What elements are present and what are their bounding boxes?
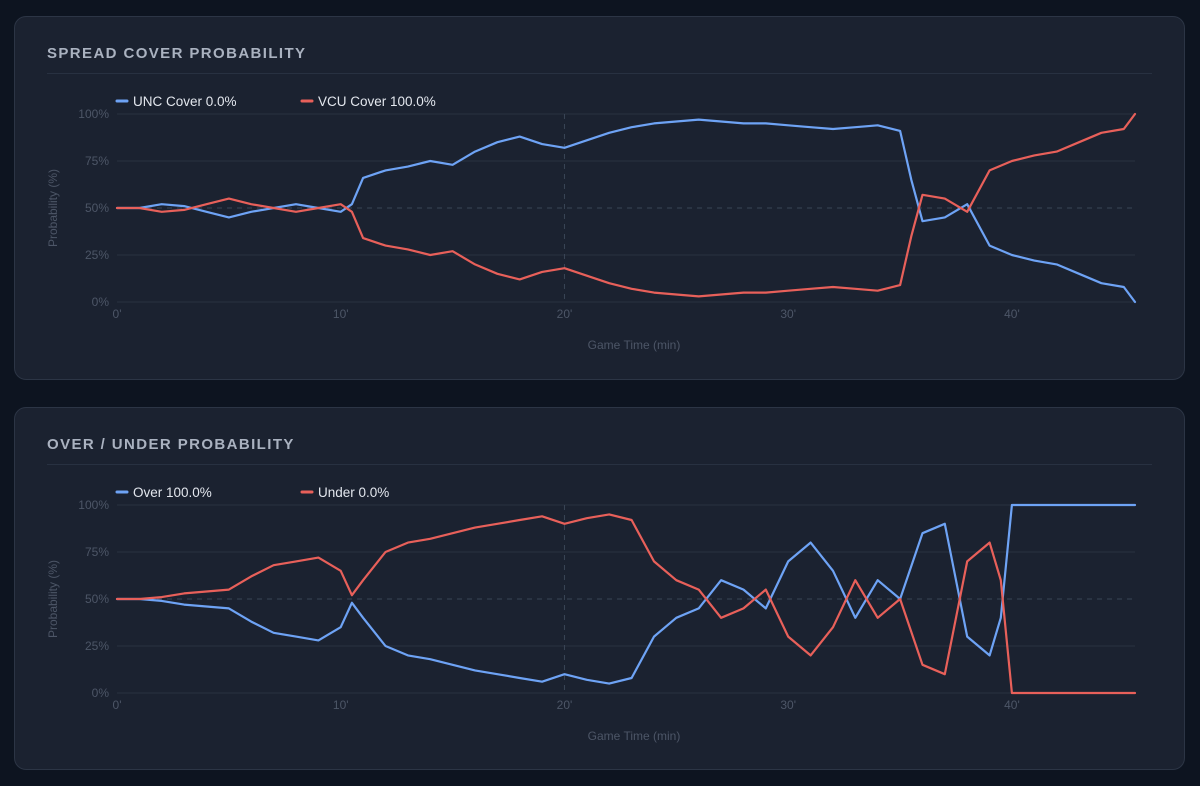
x-tick-label: 10' — [333, 698, 349, 712]
x-tick-label: 20' — [557, 698, 573, 712]
series-line-over — [115, 503, 1137, 685]
y-tick-label: 25% — [85, 248, 109, 262]
y-tick-label: 0% — [92, 295, 110, 309]
legend-label-under: Under 0.0% — [318, 485, 389, 500]
x-tick-label: 40' — [1004, 307, 1020, 321]
x-tick-label: 30' — [780, 307, 796, 321]
x-tick-label: 10' — [333, 307, 349, 321]
x-tick-label: 30' — [780, 698, 796, 712]
y-tick-label: 75% — [85, 154, 109, 168]
x-axis-title: Game Time (min) — [588, 729, 681, 743]
panel-divider — [47, 73, 1152, 74]
x-tick-label: 20' — [557, 307, 573, 321]
series-line-under — [115, 513, 1137, 695]
y-tick-label: 0% — [92, 686, 110, 700]
over-under-chart: 0% 25% 50% 75% 100% 0' 10' 20' 30' 40' Game Time (… — [46, 485, 1137, 743]
panel-divider — [47, 464, 1152, 465]
legend-label-unc-cover: UNC Cover 0.0% — [133, 94, 237, 109]
legend-label-vcu-cover: VCU Cover 100.0% — [318, 94, 436, 109]
x-tick-label: 40' — [1004, 698, 1020, 712]
x-axis-title: Game Time (min) — [588, 338, 681, 352]
spread-cover-title: SPREAD COVER PROBABILITY — [47, 45, 307, 62]
y-tick-label: 50% — [85, 201, 109, 215]
over-under-panel: OVER / UNDER PROBABILITY 0% 25% 50% 75% 100%… — [14, 407, 1185, 770]
y-tick-label: 25% — [85, 639, 109, 653]
x-tick-label: 0' — [113, 698, 122, 712]
series-line-vcu-cover — [115, 112, 1137, 298]
y-axis-title: Probability (%) — [46, 169, 60, 247]
over-under-title: OVER / UNDER PROBABILITY — [47, 436, 295, 453]
legend-label-over: Over 100.0% — [133, 485, 212, 500]
y-tick-label: 100% — [78, 498, 109, 512]
y-tick-label: 100% — [78, 107, 109, 121]
x-tick-label: 0' — [113, 307, 122, 321]
y-tick-label: 50% — [85, 592, 109, 606]
spread-cover-panel: SPREAD COVER PROBABILITY 0% 25% 50% 75% 100%… — [14, 16, 1185, 380]
y-axis-title: Probability (%) — [46, 560, 60, 638]
y-tick-label: 75% — [85, 545, 109, 559]
series-line-unc-cover — [115, 118, 1137, 304]
spread-cover-chart: 0% 25% 50% 75% 100% 0' 10' 20' 30' 40' Game Time (… — [46, 94, 1137, 352]
